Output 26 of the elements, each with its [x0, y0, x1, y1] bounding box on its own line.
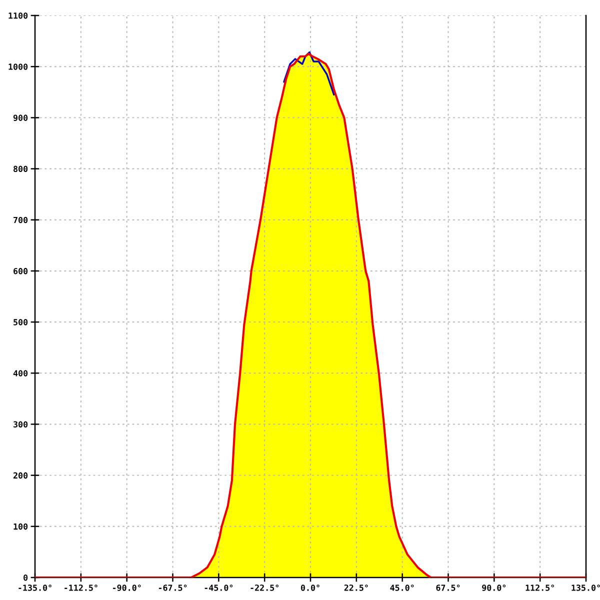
x-tick-label: -22.5°	[250, 584, 278, 591]
y-tick-label: 1000	[8, 64, 28, 70]
x-tick-label: -112.5°	[64, 584, 98, 591]
x-tick-label: -67.5°	[158, 584, 187, 591]
y-tick-label: 100	[14, 523, 28, 530]
y-tick-label: 200	[13, 472, 28, 479]
y-tick-label: 900	[13, 114, 28, 122]
x-tick-label: 45.0°	[390, 584, 414, 591]
x-tick-label: 0.0°	[300, 584, 320, 591]
y-tick-label: 0	[24, 574, 28, 581]
x-tick-label: 112.5°	[526, 584, 554, 591]
x-tick-label: -90.0°	[113, 584, 141, 591]
y-tick-label: 1100	[8, 12, 28, 19]
x-tick-label: -135.0°	[18, 584, 52, 591]
x-tick-label: 67.5°	[436, 584, 460, 591]
y-tick-label: 700	[14, 216, 28, 224]
x-tick-label: 90.0°	[482, 584, 506, 591]
y-tick-label: 500	[14, 319, 28, 326]
y-tick-label: 600	[14, 268, 28, 274]
x-tick-label: 135.0°	[572, 584, 600, 591]
y-tick-label: 300	[14, 421, 28, 428]
x-tick-label: -45.0°	[204, 584, 233, 591]
line-series	[283, 51, 335, 96]
x-tick-label: 22.5°	[344, 584, 368, 591]
y-tick-label: 400	[13, 370, 28, 376]
y-tick-label: 800	[14, 166, 28, 172]
